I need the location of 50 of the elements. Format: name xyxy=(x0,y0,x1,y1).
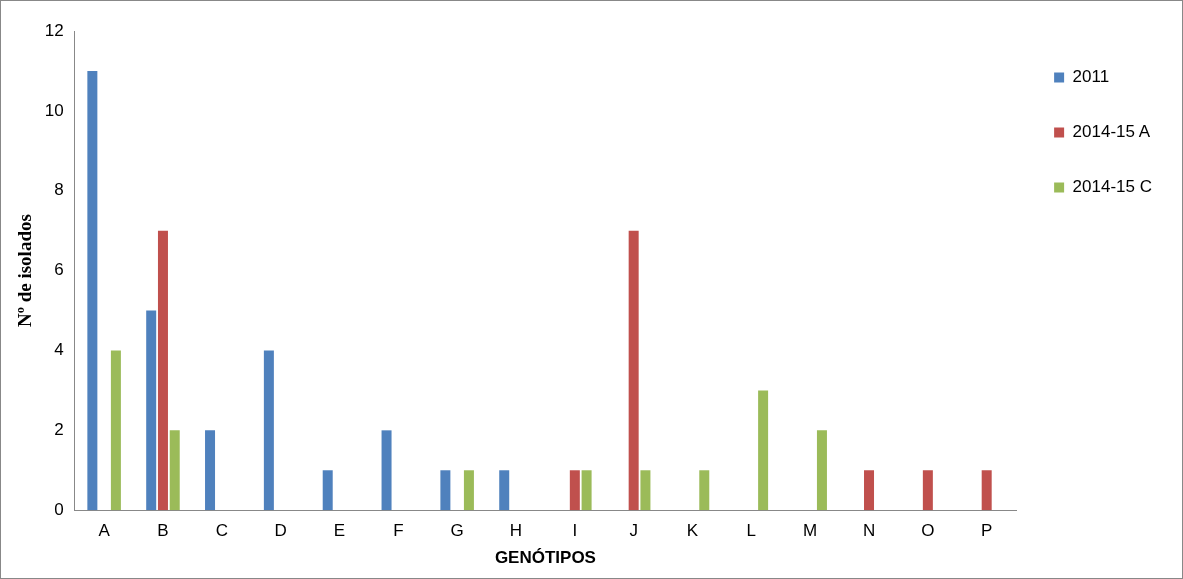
x-tick-label: D xyxy=(274,521,287,541)
x-tick-label: E xyxy=(333,521,346,541)
x-tick-label: O xyxy=(921,521,935,541)
bar xyxy=(758,390,769,511)
bar xyxy=(110,350,121,511)
bar xyxy=(581,470,592,511)
x-tick-label: M xyxy=(803,521,818,541)
x-tick-label: J xyxy=(629,521,638,541)
bar xyxy=(640,470,651,511)
y-tick-label: 8 xyxy=(54,180,64,200)
x-tick-label: L xyxy=(746,521,757,541)
x-tick-label: B xyxy=(157,521,169,541)
x-tick-label: N xyxy=(862,521,876,541)
legend-label: 2011 xyxy=(1072,67,1110,87)
x-axis-title: GENÓTIPOS xyxy=(494,548,596,568)
bar xyxy=(864,470,875,511)
legend-label: 2014-15 C xyxy=(1072,177,1152,197)
y-tick-label: 4 xyxy=(54,340,64,360)
bar xyxy=(981,470,992,511)
x-tick-label: C xyxy=(215,521,228,541)
bar xyxy=(922,470,933,511)
bar xyxy=(381,430,392,511)
bar xyxy=(699,470,710,511)
y-axis-title: Nº de isolados xyxy=(14,214,36,328)
x-tick-label: K xyxy=(686,521,699,541)
y-tick-label: 2 xyxy=(54,420,64,440)
bar xyxy=(816,430,827,511)
x-tick-label: H xyxy=(509,521,523,541)
bar xyxy=(628,230,639,511)
x-tick-label: G xyxy=(450,521,464,541)
x-tick-label: A xyxy=(98,521,111,541)
bar xyxy=(205,430,216,511)
legend-label: 2014-15 A xyxy=(1072,122,1151,142)
bar xyxy=(263,350,274,511)
y-tick-label: 12 xyxy=(44,20,64,40)
bar xyxy=(146,310,157,511)
bar xyxy=(169,430,180,511)
bar xyxy=(463,470,474,511)
bar xyxy=(322,470,333,511)
y-tick-label: 10 xyxy=(44,100,64,120)
x-tick-label: F xyxy=(393,521,404,541)
bar xyxy=(569,470,580,511)
x-tick-label: I xyxy=(572,521,578,541)
bar xyxy=(499,470,510,511)
x-tick-label: P xyxy=(981,521,993,541)
y-tick-label: 0 xyxy=(54,499,64,519)
bar xyxy=(440,470,451,511)
bar xyxy=(87,70,98,511)
y-tick-label: 6 xyxy=(54,260,64,280)
bar xyxy=(157,230,168,511)
